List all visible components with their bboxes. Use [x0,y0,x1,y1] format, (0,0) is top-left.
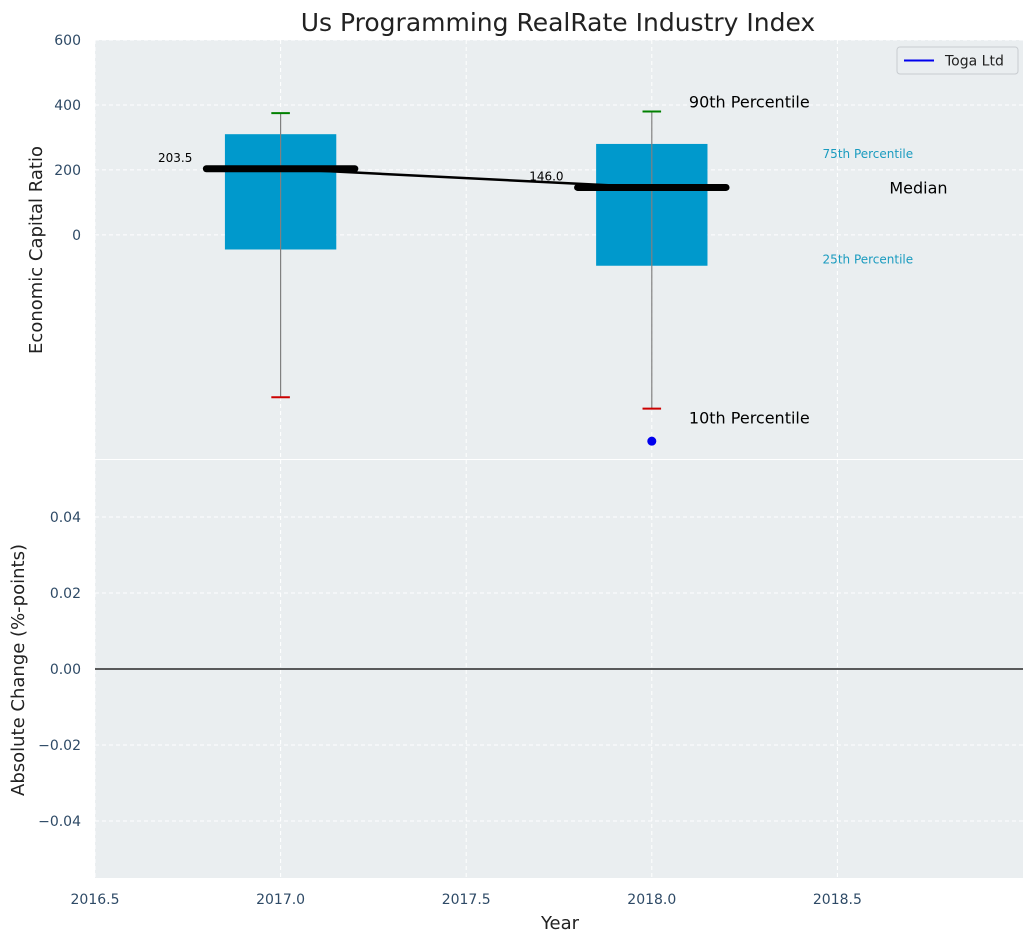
legend-box [896,46,1019,75]
chart-title: Us Programming RealRate Industry Index [301,8,815,37]
bottom-panel: 2016.5 2017.0 2017.5 2018.0 2018.5 −0.04 −0.02… [38,460,1023,908]
bottom-y-tick-label: 0.04 [50,510,81,526]
annotation-p90: 90th Percentile [689,92,810,111]
bottom-y-tick-label: 0.02 [50,586,81,602]
bottom-y-tick-label: 0.00 [50,662,81,678]
annotation-p25: 25th Percentile [823,253,914,267]
legend-label: Toga Ltd [944,54,1004,70]
bottom-y-tick-label: −0.02 [38,738,81,754]
bottom-y-tick-label: −0.04 [38,814,81,830]
x-tick-label: 2017.0 [256,892,305,908]
median-value-label: 203.5 [158,151,192,165]
median-value-label: 146.0 [529,169,563,183]
annotation-p10: 10th Percentile [689,409,810,428]
top-ylabel: Economic Capital Ratio [26,146,47,354]
top-panel: 0 200 400 600 203.5 146.0 90th Percentile 75th … [54,33,1023,459]
x-tick-label: 2018.5 [813,892,862,908]
top-y-tick-label: 0 [72,228,81,244]
company-point [647,436,657,446]
x-tick-label: 2018.0 [627,892,676,908]
x-tick-label: 2017.5 [442,892,491,908]
top-y-tick-label: 600 [54,33,81,49]
xlabel: Year [540,913,580,934]
top-y-tick-label: 400 [54,98,81,114]
top-y-tick-label: 200 [54,163,81,179]
annotation-median: Median [889,178,947,197]
annotation-p75: 75th Percentile [823,147,914,161]
x-tick-label: 2016.5 [71,892,120,908]
bottom-ylabel: Absolute Change (%-points) [8,544,29,796]
